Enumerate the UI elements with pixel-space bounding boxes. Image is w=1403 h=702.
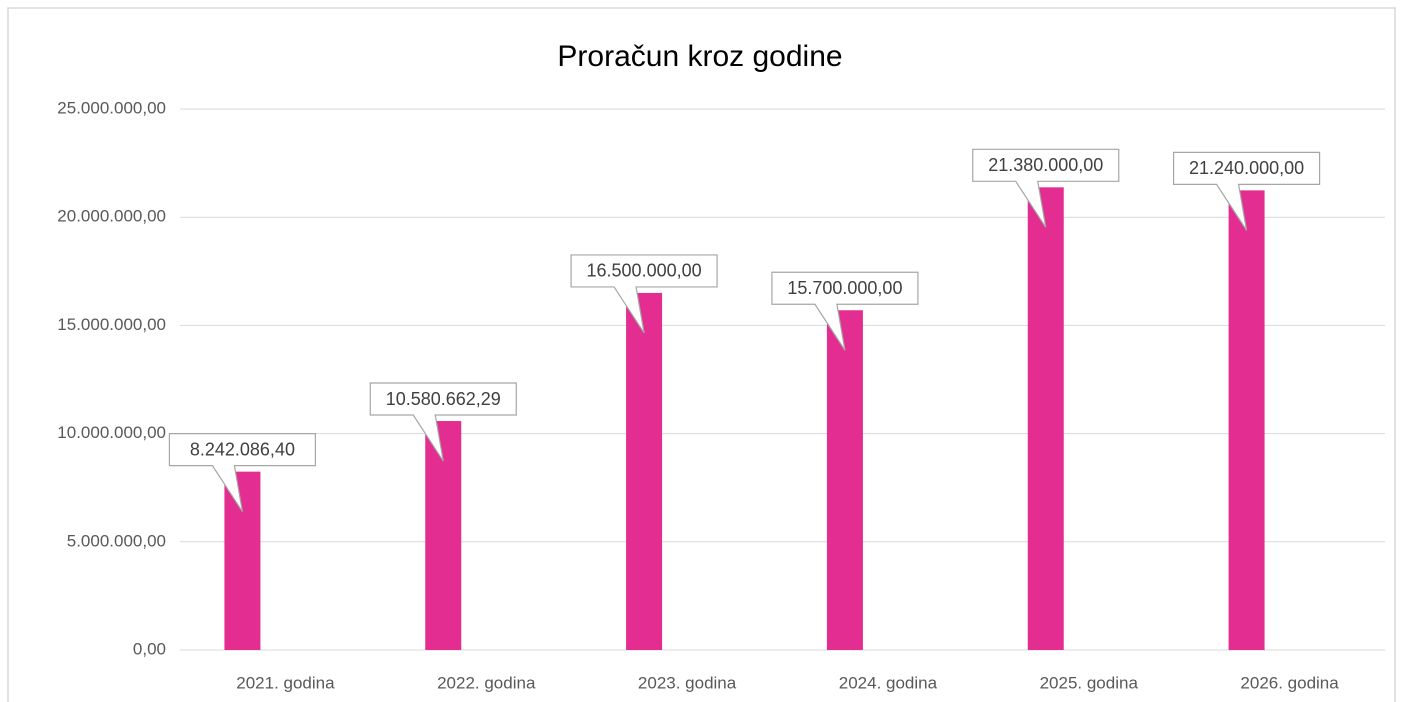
x-tick-label: 2025. godina (1040, 673, 1139, 692)
callout (168, 433, 317, 512)
callout (369, 382, 517, 462)
x-tick-label: 2026. godina (1240, 673, 1339, 692)
callout (771, 271, 919, 351)
callout (972, 148, 1120, 228)
value-label: 10.580.662,29 (386, 389, 501, 409)
callout (570, 254, 718, 334)
value-label: 16.500.000,00 (587, 261, 702, 281)
value-label: 21.240.000,00 (1189, 158, 1304, 178)
x-tick-label: 2024. godina (839, 673, 938, 692)
value-label: 21.380.000,00 (988, 155, 1103, 175)
y-tick-label: 25.000.000,00 (57, 98, 166, 117)
bar (826, 310, 863, 650)
callout (1172, 151, 1321, 231)
bar (1228, 190, 1265, 650)
y-tick-label: 10.000.000,00 (57, 423, 166, 442)
x-tick-label: 2023. godina (638, 673, 737, 692)
y-tick-label: 5.000.000,00 (67, 531, 166, 550)
chart-title: Proračun kroz godine (557, 40, 842, 73)
x-tick-label: 2021. godina (236, 673, 335, 692)
bar (425, 421, 462, 650)
y-tick-label: 20.000.000,00 (57, 207, 166, 226)
value-label: 8.242.086,40 (190, 439, 295, 459)
chart-border (7, 7, 1396, 702)
y-tick-label: 15.000.000,00 (57, 315, 166, 334)
y-tick-label: 0,00 (133, 639, 166, 658)
x-tick-label: 2022. godina (437, 673, 536, 692)
bar (224, 471, 261, 650)
value-label: 15.700.000,00 (787, 278, 902, 298)
bar (1027, 187, 1064, 651)
bar (626, 292, 663, 650)
